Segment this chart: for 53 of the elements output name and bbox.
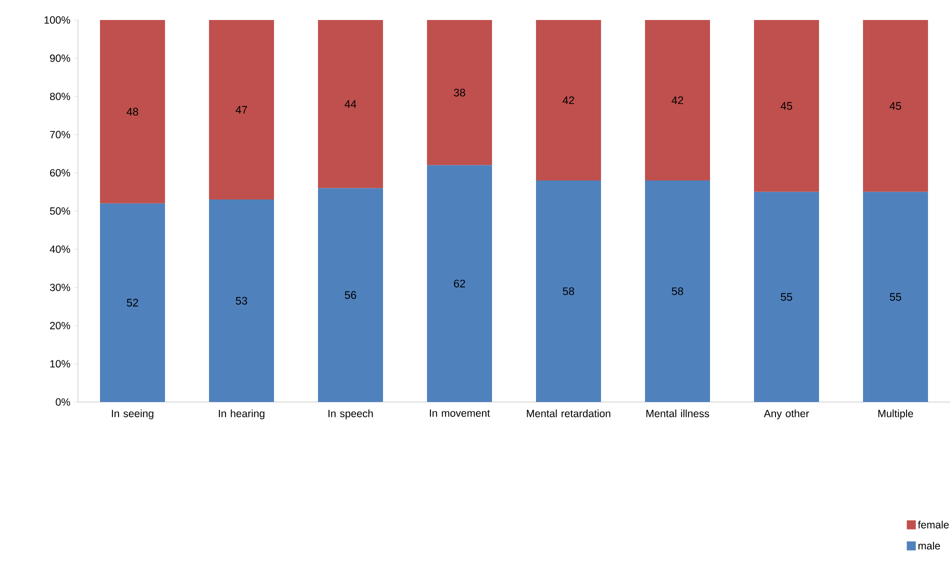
y-tick-label: 100% <box>44 16 70 24</box>
x-tick-label: In hearing <box>218 410 264 420</box>
y-tick-label: 40% <box>50 246 70 253</box>
bar <box>754 192 820 402</box>
data-label: 42 <box>672 96 684 104</box>
bar <box>209 20 274 200</box>
bar <box>536 180 602 402</box>
data-label: 45 <box>780 102 792 110</box>
data-label: 42 <box>562 96 574 104</box>
y-tick-label: 0% <box>56 398 70 406</box>
data-label: 47 <box>236 106 248 114</box>
x-tick-label: Any other <box>764 410 810 420</box>
bar <box>318 188 384 402</box>
bar <box>100 203 165 402</box>
bar <box>100 20 165 204</box>
x-tick-label: In speech <box>328 410 373 420</box>
y-tick-label: 20% <box>50 322 70 330</box>
bar <box>754 20 820 192</box>
data-label: 55 <box>890 293 902 301</box>
bar <box>427 165 492 402</box>
data-label: 38 <box>454 88 466 96</box>
data-label: 44 <box>344 100 356 108</box>
data-label: 53 <box>236 296 248 305</box>
legend-label: male <box>918 542 940 550</box>
data-label: 52 <box>126 298 138 307</box>
bar <box>645 20 710 180</box>
y-tick-label: 70% <box>50 130 70 138</box>
y-tick-label: 60% <box>50 169 70 177</box>
bar <box>209 200 274 402</box>
y-tick-label: 30% <box>50 284 70 292</box>
data-label: 45 <box>890 102 902 110</box>
data-label: 55 <box>780 293 792 301</box>
bar <box>863 20 928 192</box>
data-label: 58 <box>672 287 684 296</box>
x-tick-label: In seeing <box>112 410 154 420</box>
y-tick-label: 10% <box>50 360 70 368</box>
data-label: 62 <box>454 280 466 288</box>
bar <box>863 192 928 402</box>
y-tick-label: 80% <box>50 92 70 100</box>
data-label: 48 <box>126 108 138 116</box>
y-tick-label: 50% <box>50 207 70 215</box>
x-tick-label: Mental retardation <box>526 410 610 418</box>
y-tick-label: 90% <box>50 54 70 62</box>
legend-label: female <box>918 520 949 528</box>
data-label: 58 <box>562 287 574 296</box>
x-tick-label: In movement <box>430 410 490 417</box>
x-tick-label: Mental illness <box>646 410 710 418</box>
data-label: 56 <box>344 291 356 299</box>
bar <box>645 180 710 402</box>
bar <box>318 20 384 188</box>
x-tick-label: Multiple <box>878 410 914 420</box>
bar <box>427 20 492 166</box>
bar <box>536 20 602 180</box>
